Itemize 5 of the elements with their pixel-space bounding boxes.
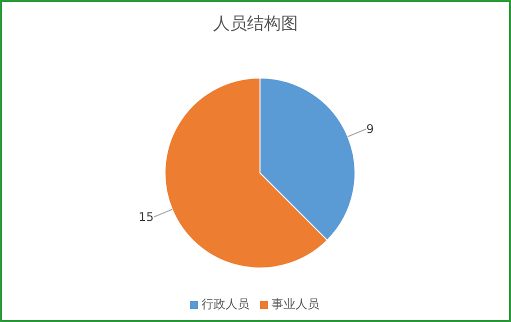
data-label: 9 — [366, 122, 374, 136]
legend-label: 事业人员 — [272, 296, 320, 313]
data-label: 15 — [138, 210, 154, 224]
legend-label: 行政人员 — [202, 296, 250, 313]
chart-title: 人员结构图 — [212, 13, 299, 36]
